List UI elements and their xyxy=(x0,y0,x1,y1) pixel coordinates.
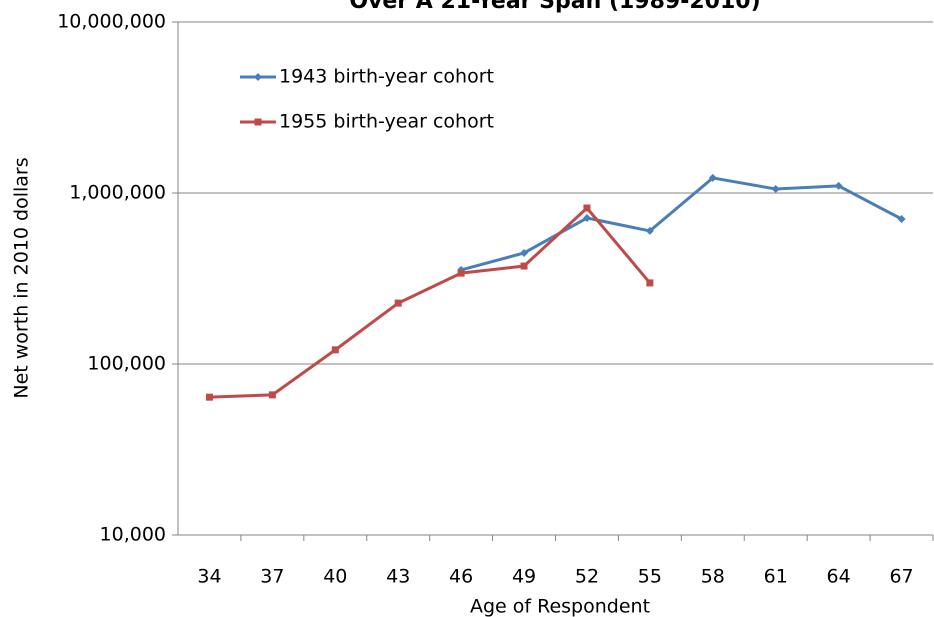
y-tick-label: 10,000 xyxy=(100,524,166,546)
data-point xyxy=(394,299,402,307)
x-tick-label: 43 xyxy=(386,566,410,588)
legend-label: 1943 birth-year cohort xyxy=(279,66,494,88)
y-tick-label: 1,000,000 xyxy=(69,182,166,204)
x-tick-label: 58 xyxy=(701,566,725,588)
chart-title: Over A 21-Year Span (1989-2010) xyxy=(349,0,760,14)
data-point xyxy=(520,248,529,257)
x-tick-label: 67 xyxy=(889,566,913,588)
legend-marker xyxy=(254,73,262,81)
x-axis-label: Age of Respondent xyxy=(470,596,650,617)
x-tick-label: 64 xyxy=(827,566,851,588)
y-axis-label: Net worth in 2010 dollars xyxy=(11,157,33,398)
series-line xyxy=(209,205,652,399)
x-tick-label: 34 xyxy=(197,566,221,588)
data-point xyxy=(645,226,654,235)
x-tick-label: 46 xyxy=(449,566,473,588)
x-tick-label: 49 xyxy=(512,566,536,588)
data-point xyxy=(520,262,528,270)
legend-label: 1955 birth-year cohort xyxy=(279,111,494,133)
data-point xyxy=(646,279,654,287)
y-tick-label: 10,000,000 xyxy=(57,11,166,33)
x-tick-label: 52 xyxy=(575,566,599,588)
x-tick-label: 61 xyxy=(764,566,788,588)
x-tick-label: 55 xyxy=(638,566,662,588)
x-tick-label: 37 xyxy=(260,566,284,588)
series-line xyxy=(460,176,903,272)
y-tick-label: 100,000 xyxy=(87,353,166,375)
data-point xyxy=(708,173,717,182)
legend-marker xyxy=(254,118,262,126)
x-tick-label: 40 xyxy=(323,566,347,588)
data-point xyxy=(268,391,276,399)
data-point xyxy=(331,346,339,354)
data-point xyxy=(205,393,213,401)
data-point xyxy=(457,269,465,277)
data-point xyxy=(582,214,591,223)
data-point xyxy=(897,214,906,223)
data-point xyxy=(771,185,780,194)
data-point xyxy=(583,204,591,212)
data-point xyxy=(834,181,843,190)
